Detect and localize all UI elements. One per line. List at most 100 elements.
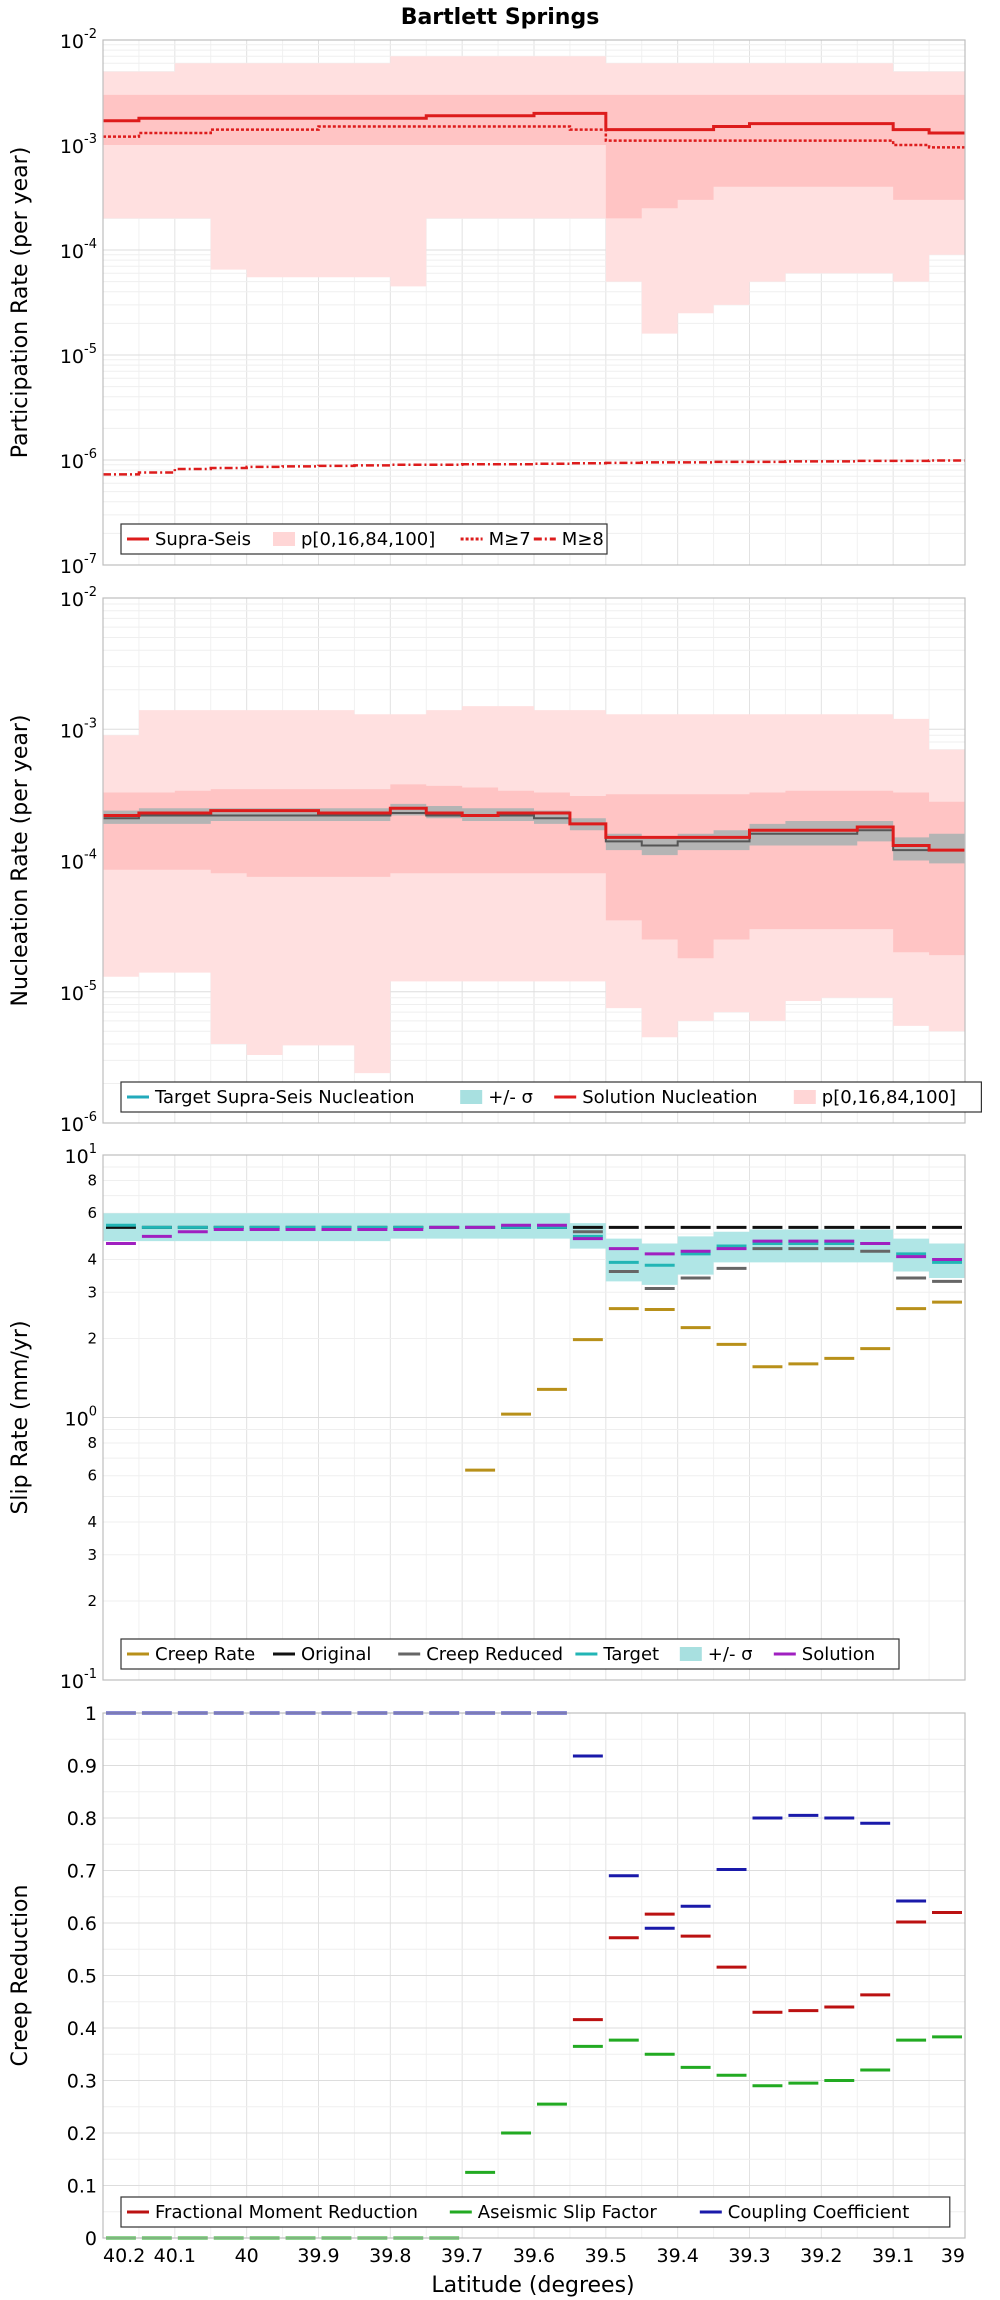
y-tick-exponent: -3 [84, 716, 97, 731]
y-tick-label: 10-1 [60, 1667, 97, 1693]
y-ticks: 0 0.1 0.2 0.3 0.4 0.5 0.6 0.7 0.8 0.9 1 [67, 1703, 97, 2250]
y-tick-exponent: -3 [84, 132, 97, 147]
y-tick-label: 0 [85, 2228, 97, 2250]
y-axis-label: Participation Rate (per year) [8, 147, 33, 459]
y-minor-tick-label: 3 [87, 1283, 97, 1301]
x-tick-label: 39.5 [585, 2245, 627, 2267]
y-tick-label: 101 [65, 1142, 97, 1168]
series-line [103, 111, 965, 135]
legend-box [120, 2196, 951, 2228]
y-tick-exponent: -4 [84, 848, 97, 863]
y-tick-exponent: -6 [84, 447, 97, 462]
y-ticks: 10-6 10-5 10-4 10-3 10-2 [60, 585, 97, 1136]
x-tick-label: 39.9 [297, 2245, 339, 2267]
x-tick-label: 39.6 [513, 2245, 555, 2267]
band [103, 803, 965, 864]
y-tick-exponent: -2 [84, 27, 97, 42]
plot-frame [102, 1712, 966, 2239]
plot-frame [102, 1154, 966, 1681]
y-minor-tick-label: 8 [87, 1434, 97, 1452]
legend-label: Aseismic Slip Factor [478, 2202, 658, 2223]
y-tick-exponent: -2 [84, 585, 97, 600]
legend-label: Original [301, 1644, 371, 1665]
legend-label: Solution [802, 1644, 875, 1665]
legend-label: Creep Reduced [426, 1644, 563, 1665]
legend-label: Solution Nucleation [582, 1087, 757, 1108]
y-tick-exponent: -5 [84, 979, 97, 994]
y-tick-label: 10-4 [60, 848, 97, 874]
x-axis-label: Latitude (degrees) [431, 2273, 634, 2298]
plot-frame [102, 39, 966, 566]
series-line [103, 806, 965, 852]
y-minor-tick-label: 4 [87, 1250, 97, 1268]
legend-box [120, 1638, 900, 1670]
y-tick-label: 0.7 [67, 1861, 97, 1883]
y-tick-label: 0.6 [67, 1913, 97, 1935]
y-tick-label: 10-4 [60, 237, 97, 263]
legend-box [120, 1081, 983, 1113]
legend-swatch [460, 1090, 483, 1104]
x-tick-label: 40.2 [103, 2245, 145, 2267]
legend: Fractional Moment Reduction Aseismic Slip… [120, 2196, 951, 2228]
y-tick-exponent: -4 [84, 237, 97, 252]
y-tick-label: 1 [85, 1703, 97, 1725]
legend: Target Supra-Seis Nucleation +/- σ Solutio… [120, 1081, 983, 1113]
legend-label: Creep Rate [155, 1644, 255, 1665]
panel-creep: 0 0.1 0.2 0.3 0.4 0.5 0.6 0.7 0.8 0.9 1 Creep Reduc… [8, 1703, 966, 2250]
y-ticks: 10-7 10-6 10-5 10-4 10-3 10-2 [60, 27, 97, 578]
x-tick-label: 39.3 [728, 2245, 770, 2267]
y-tick-label: 10-3 [60, 716, 97, 742]
x-tick-label: 39 [941, 2245, 965, 2267]
legend-label: Target [602, 1644, 659, 1665]
x-tick-label: 39.8 [369, 2245, 411, 2267]
y-tick-label: 10-6 [60, 1110, 97, 1136]
y-tick-exponent: -6 [84, 1110, 97, 1125]
y-tick-exponent: 1 [89, 1142, 97, 1157]
x-tick-label: 39.7 [441, 2245, 483, 2267]
legend-label: +/- σ [488, 1087, 533, 1108]
y-axis-label: Slip Rate (mm/yr) [8, 1320, 33, 1514]
y-tick-label: 0.2 [67, 2123, 97, 2145]
grid [102, 1712, 966, 2239]
legend-label: +/- σ [708, 1644, 753, 1665]
y-minor-tick-label: 2 [87, 1592, 97, 1610]
legend-swatch [273, 532, 295, 546]
x-ticks: 40.2 40.1 40 39.9 39.8 39.7 39.6 39.5 39.4 39.3 39… [103, 2245, 965, 2267]
y-tick-label: 10-5 [60, 342, 97, 368]
y-tick-label: 10-2 [60, 27, 97, 53]
y-tick-label: 0.8 [67, 1808, 97, 1830]
y-tick-label: 0.5 [67, 1966, 97, 1988]
legend-label: Supra-Seis [155, 529, 251, 550]
y-tick-label: 100 [65, 1405, 97, 1431]
x-tick-label: 40 [235, 2245, 259, 2267]
legend-swatch [793, 1090, 816, 1104]
x-tick-label: 39.2 [800, 2245, 842, 2267]
y-tick-label: 10-5 [60, 979, 97, 1005]
y-tick-label: 10-2 [60, 585, 97, 611]
legend-box [120, 523, 608, 555]
legend-label: Target Supra-Seis Nucleation [154, 1087, 415, 1108]
legend-label: p[0,16,84,100] [301, 529, 435, 550]
y-tick-label: 10-7 [60, 552, 97, 578]
y-axis-label: Creep Reduction [8, 1885, 33, 2067]
y-tick-label: 0.1 [67, 2176, 97, 2198]
y-tick-exponent: -1 [84, 1667, 97, 1682]
y-minor-tick-label: 6 [87, 1467, 97, 1485]
y-minor-tick-label: 4 [87, 1513, 97, 1531]
legend-label: M≥7 [489, 529, 531, 550]
x-tick-label: 40.1 [154, 2245, 196, 2267]
panel-participation: 10-7 10-6 10-5 10-4 10-3 10-2 Participation Ra… [8, 27, 966, 578]
y-tick-exponent: -5 [84, 342, 97, 357]
legend: Supra-Seis p[0,16,84,100] M≥7 M≥8 [120, 523, 608, 555]
y-tick-label: 10-6 [60, 447, 97, 473]
band [103, 1213, 965, 1285]
y-tick-label: 10-3 [60, 132, 97, 158]
legend-label: Coupling Coefficient [728, 2202, 909, 2223]
y-tick-label: 0.4 [67, 2018, 97, 2040]
x-tick-label: 39.4 [657, 2245, 699, 2267]
y-tick-label: 0.9 [67, 1756, 97, 1778]
